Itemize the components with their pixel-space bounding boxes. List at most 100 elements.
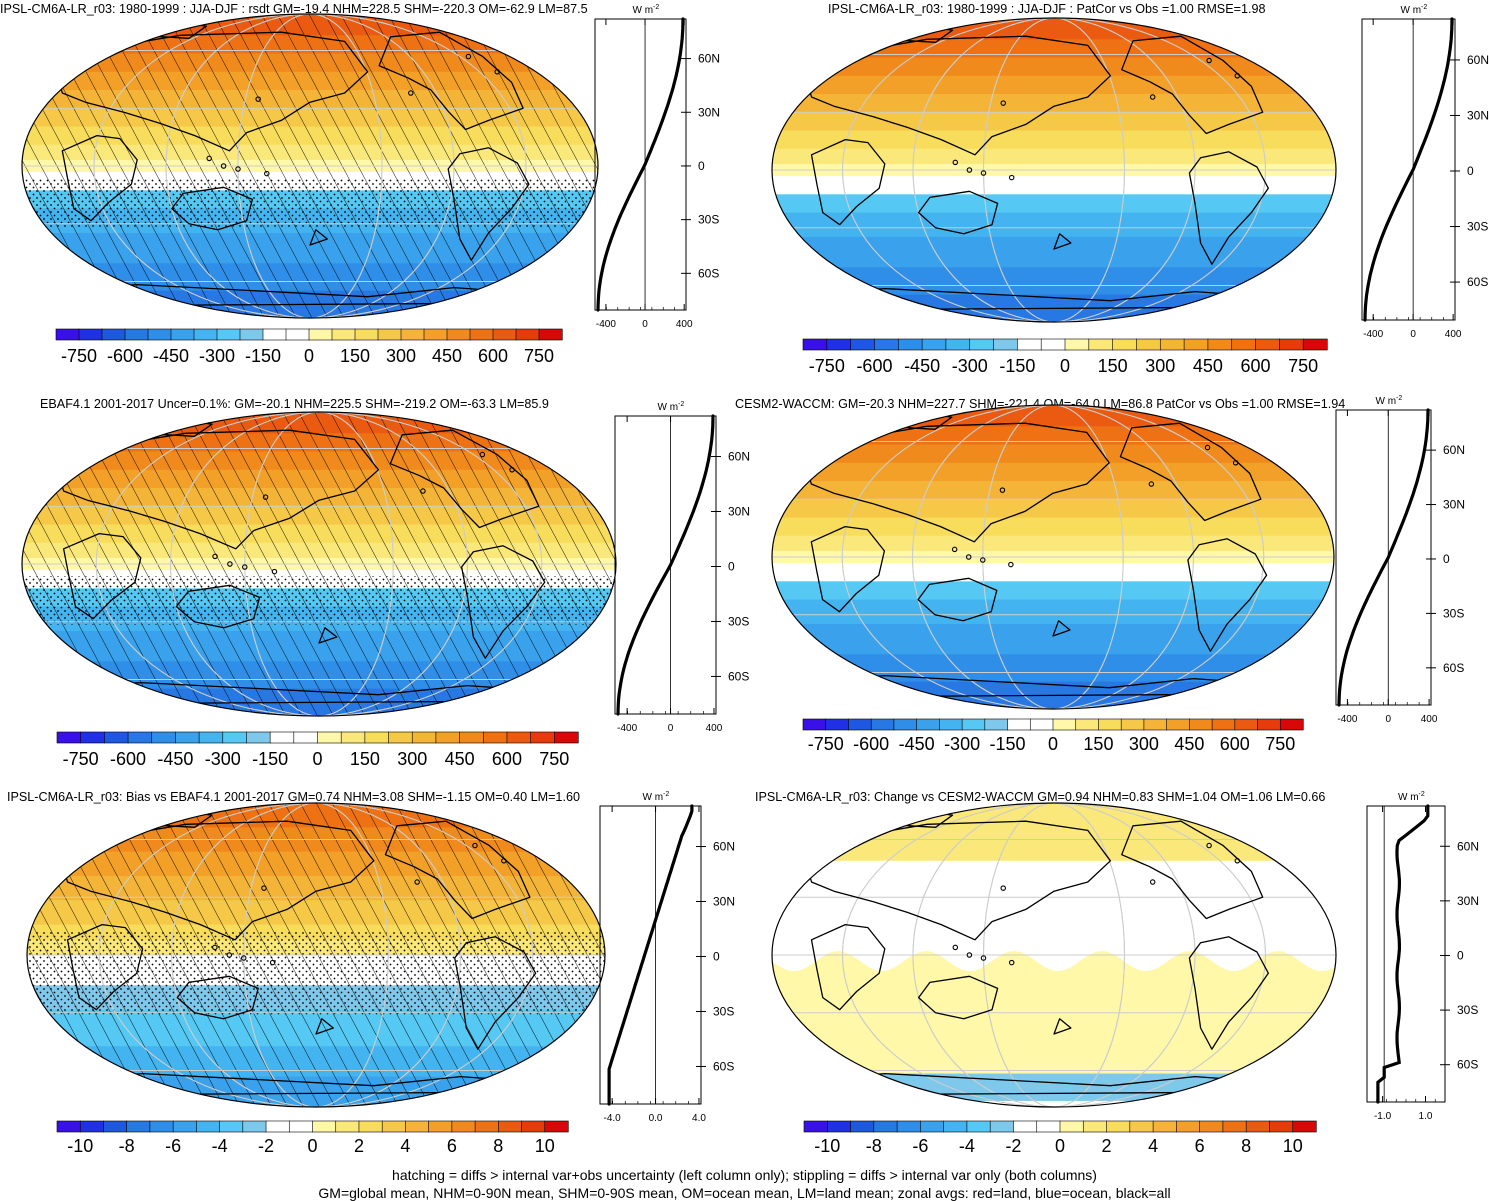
colorbar-3-label: 600 xyxy=(1220,734,1250,754)
colorbar-2: -750 -600 -450 -300 -150 0 150 300 450 600 750 xyxy=(56,731,579,769)
colorbar-4-swatch xyxy=(521,1120,546,1133)
profile-5-x-label: -1.0 xyxy=(1374,1111,1392,1122)
colorbar-2-label: -150 xyxy=(252,749,288,769)
map-1-meridian xyxy=(912,18,1196,322)
colorbar-5-swatch xyxy=(1245,1120,1271,1133)
map-1-island xyxy=(952,159,959,166)
colorbar-2-label: -600 xyxy=(110,749,146,769)
map-4-coastline xyxy=(315,1018,334,1035)
colorbar-2-label: 150 xyxy=(350,749,380,769)
colorbar-3: -750 -600 -450 -300 -150 0 150 300 450 600 750 xyxy=(802,718,1304,754)
colorbar-0-swatch xyxy=(101,328,126,341)
map-5-coastline xyxy=(810,923,886,1011)
colorbar-5-swatch xyxy=(1222,1120,1247,1133)
colorbar-0-swatch xyxy=(515,328,540,341)
colorbar-1-swatch xyxy=(1231,338,1257,351)
map-0-coastline xyxy=(50,283,565,307)
colorbar-0-swatch xyxy=(147,328,172,341)
colorbar-2-swatch xyxy=(293,731,319,744)
map-2-coastline xyxy=(460,545,546,659)
profile-3-unit: W m-2 xyxy=(1376,395,1403,407)
colorbar-0: -750 -600 -450 -300 -150 0 150 300 450 600 750 xyxy=(55,328,563,366)
map-4-coastline xyxy=(66,923,144,1011)
colorbar-1-swatch xyxy=(1112,338,1138,351)
map-2-meridian xyxy=(170,412,468,716)
map-0-frame xyxy=(21,13,599,319)
map-1-band-7 xyxy=(772,148,1336,165)
colorbar-3-swatch xyxy=(870,718,895,731)
colorbar-3-swatch xyxy=(916,718,940,731)
map-2-island xyxy=(271,568,278,575)
map-0-coastline xyxy=(378,31,524,131)
map-4-island xyxy=(501,858,507,864)
map-4-island xyxy=(269,959,276,966)
map-5-island xyxy=(1008,959,1015,966)
map-1-coastline xyxy=(810,138,886,226)
profile-1-unit: W m-2 xyxy=(1401,4,1428,16)
map-5-band-3 xyxy=(772,1073,1336,1102)
map-1-band-6 xyxy=(772,130,1336,150)
colorbar-3-swatch xyxy=(1279,718,1304,731)
map-4-coastline xyxy=(176,975,259,1020)
map-0-coastline xyxy=(61,134,138,222)
colorbar-1-label: 750 xyxy=(1288,356,1318,376)
colorbar-3-label: -300 xyxy=(944,734,980,754)
colorbar-3-swatch xyxy=(1189,718,1213,731)
map-3-band-4 xyxy=(772,481,1334,500)
colorbar-0-swatch xyxy=(262,328,287,341)
profile-4-lat-label: 60S xyxy=(713,1059,734,1073)
map-3-band-6 xyxy=(772,517,1334,537)
map-4-coastline xyxy=(61,820,375,941)
colorbar-1-label: -150 xyxy=(999,356,1035,376)
colorbar-5-swatch xyxy=(966,1120,991,1133)
map-5-coastline xyxy=(917,975,999,1020)
map-0-coastline xyxy=(171,186,254,231)
map-4-island xyxy=(212,944,218,951)
colorbar-2-swatch xyxy=(56,731,82,744)
profile-3-x-label: 400 xyxy=(1421,714,1438,725)
profile-3-x-label: -400 xyxy=(1337,714,1357,725)
profile-0-lat-label: 60N xyxy=(698,52,720,66)
colorbar-3-swatch xyxy=(984,718,1009,731)
colorbar-4-swatch xyxy=(219,1120,244,1133)
footer-hatching-note: hatching = diffs > internal var+obs unce… xyxy=(392,1167,1097,1183)
map-2-frame xyxy=(21,411,617,717)
map-0-meridian xyxy=(237,14,383,318)
colorbar-5-swatch xyxy=(803,1120,828,1133)
colorbar-1-swatch xyxy=(826,338,852,351)
colorbar-3-swatch xyxy=(825,718,850,731)
colorbar-0-label: -150 xyxy=(245,346,281,366)
colorbar-0-label: -600 xyxy=(107,346,143,366)
colorbar-5-label: 6 xyxy=(1195,1136,1205,1156)
map-panel-1 xyxy=(771,17,1337,323)
colorbar-4-swatch xyxy=(242,1120,267,1133)
panel-title-0: IPSL-CM6A-LR_r03: 1980-1999 : JJA-DJF : … xyxy=(0,2,588,16)
colorbar-1-swatch xyxy=(850,338,876,351)
colorbar-1-swatch xyxy=(945,338,971,351)
colorbar-5-swatch xyxy=(896,1120,921,1133)
map-3-island xyxy=(1204,444,1211,451)
map-4-meridian xyxy=(98,803,534,1107)
colorbar-1-swatch xyxy=(1279,338,1304,351)
colorbar-3-label: 450 xyxy=(1174,734,1204,754)
colorbar-4-label: 4 xyxy=(400,1136,410,1156)
map-2-island xyxy=(262,494,269,500)
profile-0-unit: W m-2 xyxy=(633,4,660,16)
zonal-profile-3: W m-2 60N 30N 0 30S 60S -400 0 400 xyxy=(1335,395,1465,725)
map-2-coastline xyxy=(56,429,380,550)
profile-3-lat-label: 30N xyxy=(1443,498,1465,512)
map-1-band-1 xyxy=(772,39,1336,59)
colorbar-5-swatch xyxy=(1106,1120,1131,1133)
map-1-band-9 xyxy=(772,176,1336,195)
colorbar-4-label: -8 xyxy=(119,1136,135,1156)
colorbar-3-swatch xyxy=(1120,718,1145,731)
map-4-frame xyxy=(26,802,606,1108)
colorbar-0-swatch xyxy=(377,328,402,341)
map-3-island xyxy=(1232,460,1239,466)
colorbar-3-label: 750 xyxy=(1265,734,1295,754)
map-2-island xyxy=(479,451,486,458)
map-5-band-4 xyxy=(772,1100,1336,1107)
colorbar-5-label: 2 xyxy=(1102,1136,1112,1156)
panel-title-1: IPSL-CM6A-LR_r03: 1980-1999 : JJA-DJF : … xyxy=(828,2,1266,16)
map-3-coastline xyxy=(1052,620,1071,637)
